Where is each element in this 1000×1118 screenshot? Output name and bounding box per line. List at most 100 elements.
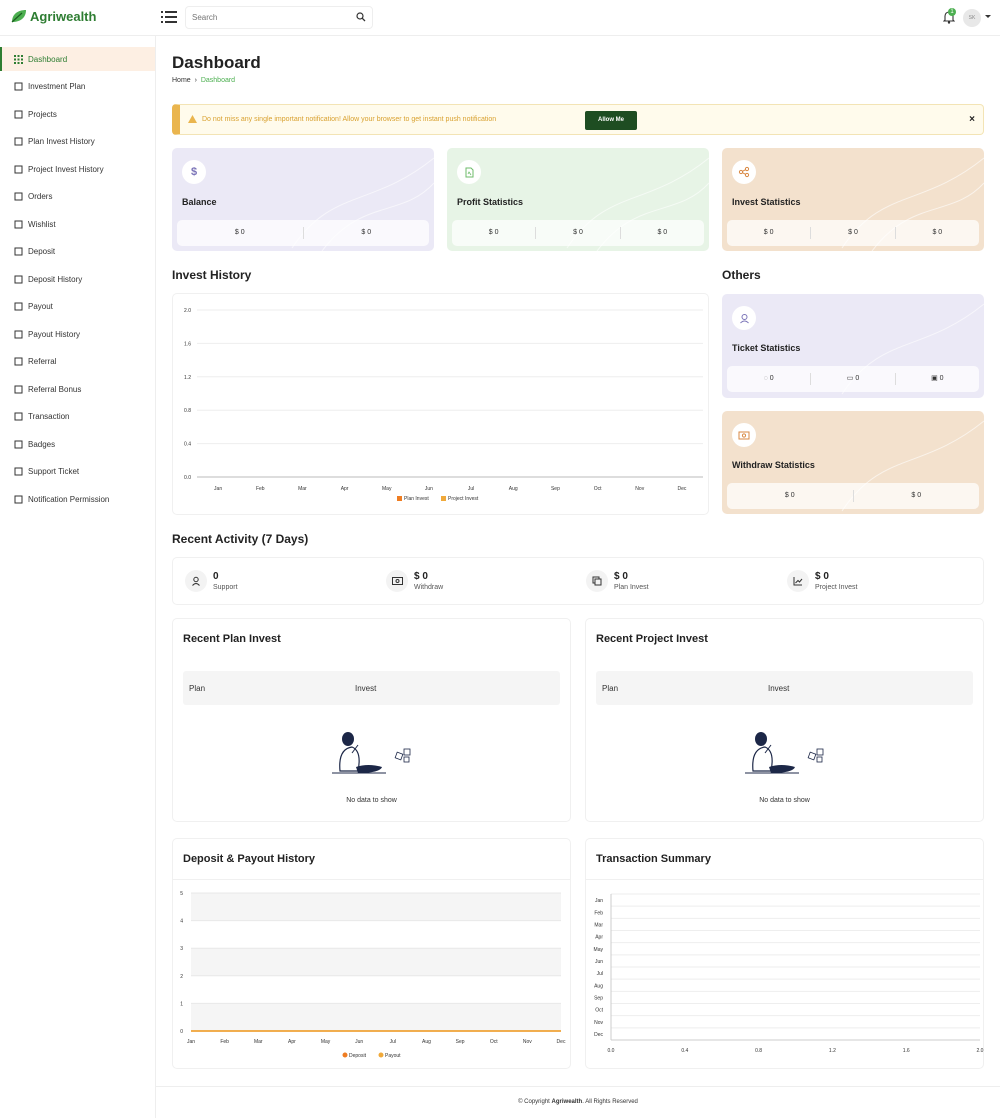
panel-title: Deposit & Payout History bbox=[183, 853, 316, 865]
sidebar: Dashboard Investment Plan Projects Plan Inv… bbox=[0, 36, 156, 1118]
activity-label: Withdraw bbox=[414, 584, 444, 591]
y-tick-label: Oct bbox=[595, 1008, 603, 1014]
y-tick-label: Mar bbox=[594, 922, 603, 928]
x-tick-label: 0.4 bbox=[681, 1048, 688, 1054]
x-tick-label: Sep bbox=[551, 486, 560, 492]
gift-icon bbox=[14, 385, 23, 394]
legend-label: Payout bbox=[385, 1053, 401, 1059]
x-tick-label: Oct bbox=[490, 1039, 498, 1045]
profit-value-1: $ 0 bbox=[452, 227, 537, 239]
sidebar-item-label: Notification Permission bbox=[28, 494, 110, 504]
sidebar-item-badges[interactable]: Badges bbox=[0, 432, 155, 456]
sidebar-item-projects[interactable]: Projects bbox=[0, 102, 155, 126]
withdraw-statistics-card: Withdraw Statistics $ 0 $ 0 bbox=[722, 411, 984, 514]
sidebar-item-label: Deposit History bbox=[28, 274, 83, 284]
balance-value-1: $ 0 bbox=[177, 227, 304, 239]
card-title: Invest Statistics bbox=[732, 197, 801, 207]
legend-label: Deposit bbox=[349, 1053, 367, 1059]
list-menu-icon bbox=[161, 11, 177, 23]
y-tick-label: Feb bbox=[594, 910, 603, 916]
sidebar-item-orders[interactable]: Orders bbox=[0, 185, 155, 209]
sidebar-item-label: Project Invest History bbox=[28, 164, 104, 174]
breadcrumb-home[interactable]: Home bbox=[172, 77, 191, 84]
sidebar-item-referral[interactable]: Referral bbox=[0, 350, 155, 374]
chevron-down-icon[interactable] bbox=[985, 15, 991, 18]
document-icon bbox=[457, 160, 481, 184]
y-tick-label: 1 bbox=[180, 1001, 183, 1007]
activity-value: $ 0 bbox=[815, 571, 829, 582]
calendar-icon: ▣ bbox=[931, 375, 940, 382]
sidebar-item-deposit[interactable]: Deposit bbox=[0, 240, 155, 264]
y-tick-label: Dec bbox=[594, 1032, 603, 1038]
card-title: Balance bbox=[182, 197, 217, 207]
x-tick-label: Aug bbox=[422, 1039, 431, 1045]
sidebar-item-plan-invest-history[interactable]: Plan Invest History bbox=[0, 130, 155, 154]
recent-activity-title: Recent Activity (7 Days) bbox=[172, 532, 309, 546]
column-header-plan: Plan bbox=[602, 684, 619, 693]
profit-statistics-card: Profit Statistics $ 0 $ 0 $ 0 bbox=[447, 148, 709, 251]
chart-line-icon bbox=[14, 357, 23, 366]
sidebar-item-project-invest-history[interactable]: Project Invest History bbox=[0, 157, 155, 181]
breadcrumb: Home › Dashboard bbox=[172, 77, 235, 84]
breadcrumb-separator: › bbox=[192, 77, 199, 84]
sidebar-item-support-ticket[interactable]: Support Ticket bbox=[0, 460, 155, 484]
search-input[interactable] bbox=[186, 7, 346, 28]
activity-label: Plan Invest bbox=[614, 584, 649, 591]
brand-logo[interactable]: Agriwealth bbox=[10, 8, 96, 24]
allow-notifications-button[interactable]: Allow Me bbox=[585, 111, 637, 130]
invest-history-chart: 0.0 0.4 0.8 1.2 1.6 2.0 Jan Feb Mar Apr May Jun Jul A… bbox=[184, 308, 703, 502]
activity-withdraw: $ 0 Withdraw bbox=[386, 558, 443, 604]
column-header-invest: Invest bbox=[768, 684, 790, 693]
y-tick-label: 0 bbox=[180, 1029, 183, 1035]
empty-state-text: No data to show bbox=[346, 797, 397, 804]
panel-title: Recent Plan Invest bbox=[183, 633, 281, 645]
sidebar-item-investment-plan[interactable]: Investment Plan bbox=[0, 75, 155, 99]
y-tick-label: Jan bbox=[595, 898, 603, 904]
balance-card: $ Balance $ 0 $ 0 bbox=[172, 148, 434, 251]
profit-value-3: $ 0 bbox=[657, 229, 668, 236]
server-icon bbox=[14, 275, 23, 284]
column-header-invest: Invest bbox=[355, 684, 377, 693]
x-tick-label: Aug bbox=[509, 486, 518, 492]
legend-swatch bbox=[378, 1052, 384, 1058]
sidebar-item-payout-history[interactable]: Payout History bbox=[0, 322, 155, 346]
withdraw-value-2: $ 0 bbox=[911, 492, 922, 499]
ticket-open: ▭ 0 bbox=[811, 373, 896, 385]
panel-title: Transaction Summary bbox=[596, 853, 711, 865]
divider bbox=[173, 879, 570, 880]
rights-text: . All Rights Reserved bbox=[582, 1099, 638, 1105]
sidebar-item-payout[interactable]: Payout bbox=[0, 295, 155, 319]
sidebar-item-referral-bonus[interactable]: Referral Bonus bbox=[0, 377, 155, 401]
sidebar-item-wishlist[interactable]: Wishlist bbox=[0, 212, 155, 236]
x-tick-label: 1.2 bbox=[829, 1048, 836, 1054]
sidebar-item-transaction[interactable]: Transaction bbox=[0, 405, 155, 429]
ticket-statistics-card: Ticket Statistics ◌ 0 ▭ 0 ▣ 0 bbox=[722, 294, 984, 398]
close-icon[interactable]: × bbox=[969, 114, 975, 125]
headset-icon bbox=[14, 467, 23, 476]
invest-value-2: $ 0 bbox=[811, 227, 896, 239]
card-values: $ 0 $ 0 $ 0 bbox=[452, 220, 704, 246]
search-icon[interactable] bbox=[356, 12, 366, 22]
empty-state-illustration bbox=[745, 732, 824, 774]
y-tick-label: Apr bbox=[595, 935, 603, 941]
x-tick-label: Nov bbox=[523, 1039, 532, 1045]
top-header: Agriwealth 1 SK bbox=[0, 0, 1000, 36]
heart-icon bbox=[14, 220, 23, 229]
x-tick-label: 2.0 bbox=[977, 1048, 984, 1054]
grid-band bbox=[191, 948, 561, 976]
grid-icon bbox=[14, 54, 23, 64]
sidebar-item-label: Projects bbox=[28, 109, 57, 119]
y-tick-label: Jun bbox=[595, 959, 603, 965]
ticket-closed-value: 0 bbox=[939, 375, 944, 382]
footer-brand[interactable]: Agriwealth bbox=[551, 1099, 583, 1105]
activity-support: 0 Support bbox=[185, 558, 238, 604]
hand-coin-icon bbox=[14, 302, 23, 311]
user-avatar[interactable]: SK bbox=[963, 9, 981, 27]
sidebar-item-notification-permission[interactable]: Notification Permission bbox=[0, 487, 155, 511]
sidebar-item-deposit-history[interactable]: Deposit History bbox=[0, 267, 155, 291]
y-tick-label: 0.4 bbox=[184, 442, 191, 448]
sidebar-item-dashboard[interactable]: Dashboard bbox=[0, 47, 155, 71]
menu-toggle-button[interactable] bbox=[161, 10, 177, 24]
x-tick-label: May bbox=[382, 486, 392, 492]
x-tick-label: Jul bbox=[390, 1039, 396, 1045]
